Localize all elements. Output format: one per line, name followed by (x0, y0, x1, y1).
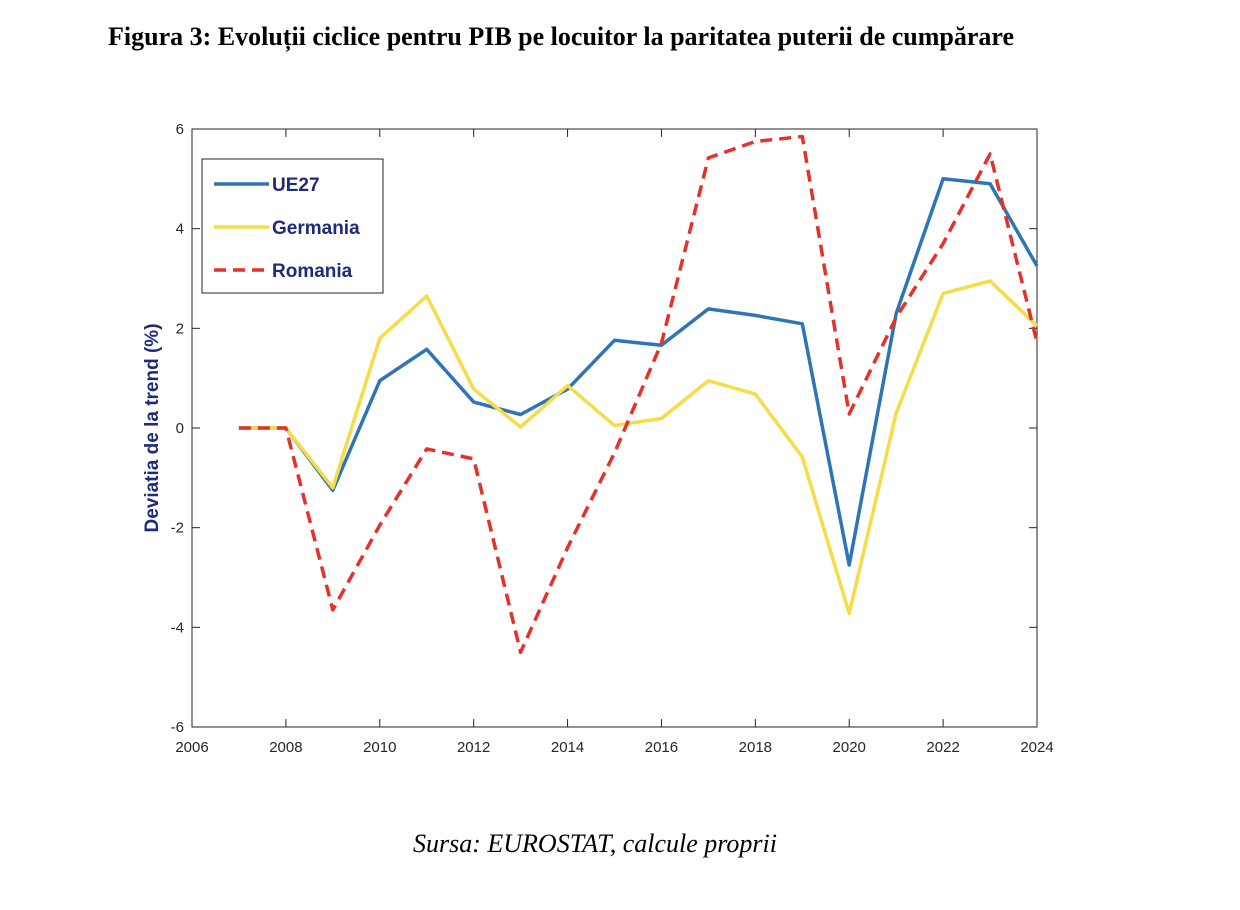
y-tick-label: 2 (176, 320, 184, 337)
series-lines (238, 134, 1039, 655)
x-tick-label: 2020 (833, 739, 866, 756)
x-tick-label: 2014 (551, 739, 584, 756)
x-tick-label: 2016 (645, 739, 678, 756)
x-tick-label: 2018 (739, 739, 772, 756)
x-tick-label: 2022 (926, 739, 959, 756)
legend-items: UE27 Germania Romania (214, 175, 360, 282)
series-line-germania (238, 279, 1039, 616)
x-tick-label: 2024 (1020, 739, 1053, 756)
legend-label-ue27: UE27 (272, 175, 320, 196)
legend-label-germania: Germania (272, 218, 360, 239)
y-tick-label: -2 (171, 520, 184, 537)
y-tick-label: -6 (171, 719, 184, 736)
series-line-romania (238, 134, 1039, 655)
y-axis-tick-labels: 6 4 2 0 -2 -4 -6 (171, 121, 184, 736)
source-note: Sursa: EUROSTAT, calcule proprii (413, 829, 777, 858)
y-tick-label: 0 (176, 420, 184, 437)
x-tick-label: 2006 (175, 739, 208, 756)
y-tick-label: -4 (171, 619, 184, 636)
y-tick-label: 4 (176, 221, 184, 238)
legend: UE27 Germania Romania (201, 158, 384, 294)
y-axis-label: Deviatia de la trend (%) (142, 323, 163, 532)
x-axis-tick-labels: 2006 2008 2010 2012 2014 2016 2018 2020 2022 2024 (175, 739, 1053, 756)
y-tick-label: 6 (176, 121, 184, 138)
axis-ticks (191, 128, 1038, 728)
x-tick-label: 2010 (363, 739, 396, 756)
series-line-ue27 (238, 177, 1039, 567)
legend-label-romania: Romania (272, 261, 353, 282)
x-tick-label: 2008 (269, 739, 302, 756)
figure-title: Figura 3: Evoluții ciclice pentru PIB pe… (108, 22, 1015, 51)
x-tick-label: 2012 (457, 739, 490, 756)
